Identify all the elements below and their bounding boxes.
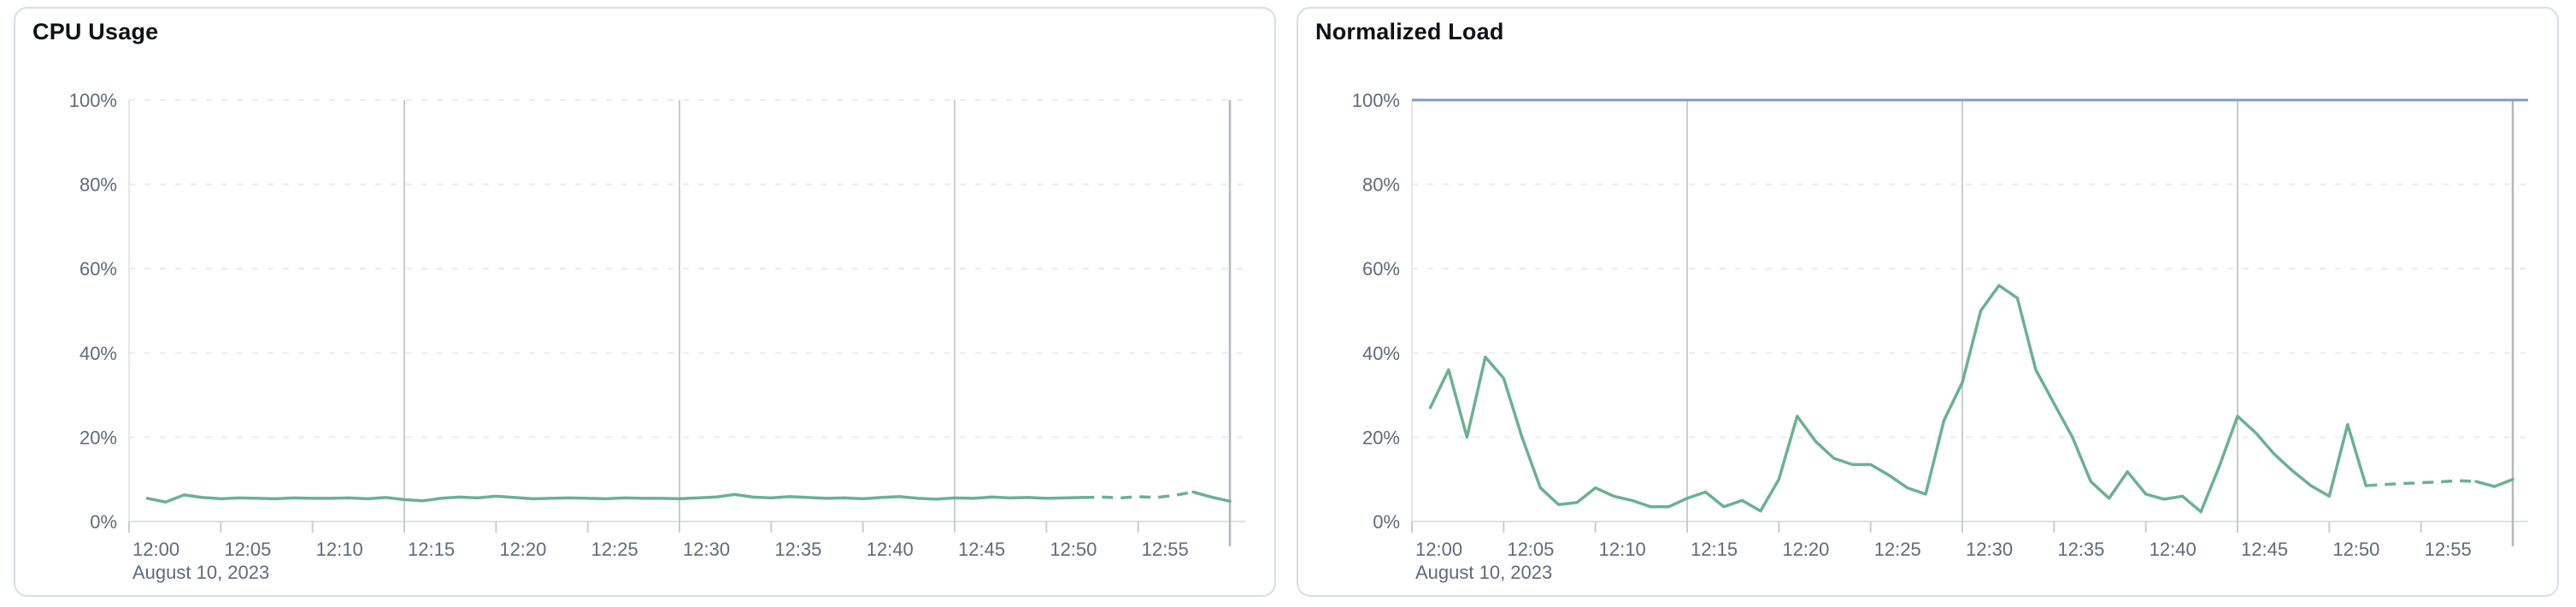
x-tick-label: 12:50 [2332, 539, 2379, 560]
cpu-usage-panel-title: CPU Usage [32, 19, 159, 44]
x-tick-label: 12:30 [1966, 539, 2013, 560]
x-tick-label: 12:50 [1050, 539, 1097, 560]
y-tick-label: 0% [90, 511, 117, 533]
normalized-load-line-solid [1428, 284, 2368, 514]
x-tick-label: 12:05 [1507, 539, 1554, 560]
normalized-load-chart[interactable]: 12:00 12:05 12:10 12:15 12:20 12:25 12:30 12:35… [1298, 9, 2557, 595]
y-tick-label: 100% [1352, 90, 1400, 111]
cpu-usage-panel: CPU Usage 12:00 12:05 12:10 12:15 12:20 12:25… [14, 7, 1276, 597]
x-axis-date: August 10, 2023 [132, 562, 269, 583]
y-tick-label: 0% [1373, 511, 1400, 533]
x-axis-date: August 10, 2023 [1415, 562, 1552, 583]
y-tick-label: 40% [79, 343, 117, 364]
y-tick-label: 60% [79, 258, 117, 280]
cpu-usage-line-projected [1083, 490, 1194, 500]
x-tick-label: 12:45 [2241, 539, 2288, 560]
x-tick-label: 12:45 [958, 539, 1005, 560]
x-tick-label: 12:00 [132, 539, 179, 560]
cpu-usage-line-tail [1191, 490, 1232, 504]
normalized-load-line-projected [2366, 479, 2477, 487]
y-tick-label: 20% [79, 427, 117, 448]
normalized-load-line-tail [2474, 477, 2514, 488]
y-tick-label: 40% [1362, 343, 1400, 364]
x-tick-label: 12:30 [683, 539, 730, 560]
x-tick-label: 12:55 [2425, 539, 2472, 560]
y-tick-label: 80% [79, 174, 117, 196]
x-tick-label: 12:40 [2150, 539, 2197, 560]
x-tick-label: 12:40 [867, 539, 914, 560]
y-tick-label: 80% [1362, 174, 1400, 196]
x-tick-label: 12:25 [591, 539, 638, 560]
x-tick-label: 12:10 [1599, 539, 1646, 560]
normalized-load-panel-title: Normalized Load [1315, 19, 1504, 44]
normalized-load-panel: Normalized Load 12:00 12:05 12:10 12:15 12:2… [1297, 7, 2559, 597]
x-tick-label: 12:35 [2057, 539, 2104, 560]
x-tick-label: 12:20 [499, 539, 546, 560]
x-tick-label: 12:55 [1142, 539, 1189, 560]
x-tick-label: 12:35 [774, 539, 821, 560]
y-tick-label: 100% [69, 90, 117, 111]
cpu-usage-chart[interactable]: 12:00 12:05 12:10 12:15 12:20 12:25 12:30 12:35… [15, 9, 1274, 595]
x-tick-label: 12:05 [224, 539, 271, 560]
x-tick-label: 12:15 [408, 539, 455, 560]
x-tick-label: 12:20 [1782, 539, 1829, 560]
x-tick-label: 12:25 [1874, 539, 1921, 560]
y-tick-label: 60% [1362, 258, 1400, 280]
x-tick-label: 12:15 [1691, 539, 1738, 560]
x-tick-label: 12:00 [1415, 539, 1462, 560]
y-tick-label: 20% [1362, 427, 1400, 448]
cpu-usage-line-solid [145, 492, 1085, 504]
x-tick-label: 12:10 [316, 539, 363, 560]
